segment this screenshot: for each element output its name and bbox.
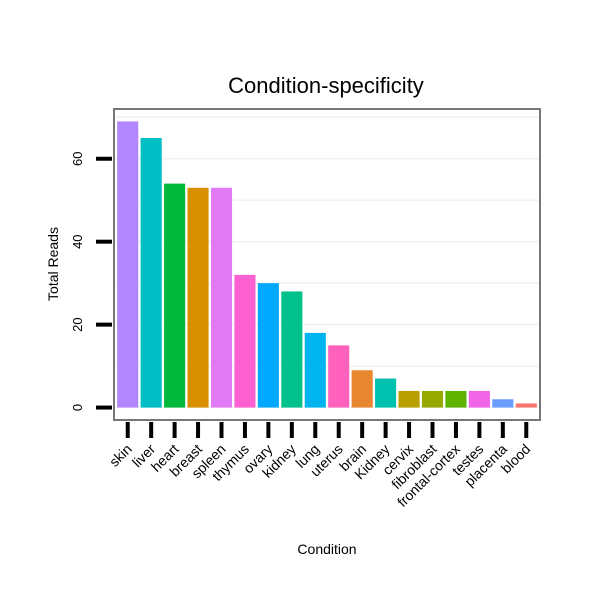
plot-border bbox=[113, 108, 541, 421]
y-tick-label: 40 bbox=[70, 234, 85, 248]
bar-frontal-cortex bbox=[445, 390, 467, 408]
bars bbox=[117, 121, 537, 408]
bar-Kidney bbox=[375, 378, 397, 408]
bar-kidney bbox=[281, 291, 303, 408]
bar-testes bbox=[468, 390, 490, 408]
bar-fibroblast bbox=[421, 390, 444, 408]
chart-title: Condition-specificity bbox=[228, 73, 424, 98]
bar-breast bbox=[187, 187, 209, 408]
bar-thymus bbox=[234, 274, 256, 408]
x-axis-title: Condition bbox=[297, 541, 356, 557]
x-axis: skinliverheartbreastspleenthymusovarykid… bbox=[106, 422, 533, 510]
bar-cervix bbox=[398, 390, 420, 408]
y-tick-label: 60 bbox=[70, 152, 85, 166]
bar-brain bbox=[351, 370, 373, 408]
bar-spleen bbox=[210, 187, 233, 408]
y-tick-label: 20 bbox=[70, 317, 85, 331]
bar-heart bbox=[164, 183, 186, 408]
y-tick-label: 0 bbox=[70, 404, 85, 411]
y-axis: 0 20 40 60 bbox=[70, 152, 112, 411]
bar-ovary bbox=[257, 283, 279, 408]
bar-skin bbox=[117, 121, 139, 408]
bar-blood bbox=[515, 403, 537, 408]
y-axis-title: Total Reads bbox=[45, 227, 61, 301]
bar-liver bbox=[140, 138, 162, 408]
x-tick-label-skin: skin bbox=[106, 441, 135, 470]
bar-placenta bbox=[492, 399, 514, 408]
bar-lung bbox=[304, 332, 326, 408]
bar-uterus bbox=[328, 345, 350, 408]
